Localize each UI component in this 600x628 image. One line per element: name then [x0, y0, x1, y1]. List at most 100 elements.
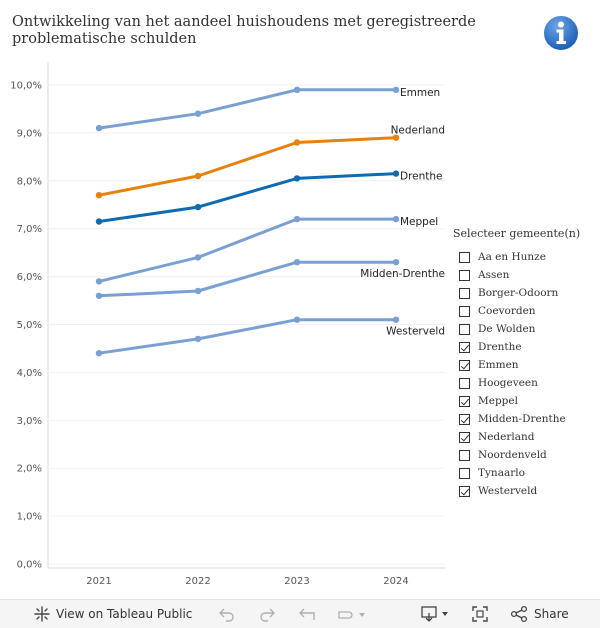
filter-checkbox[interactable] [459, 323, 470, 335]
series-line [97, 260, 398, 298]
info-icon[interactable] [542, 14, 580, 52]
filter-option[interactable]: De Wolden [453, 320, 593, 338]
filter-option[interactable]: Aa en Hunze [453, 248, 593, 266]
filter-option[interactable]: Westerveld [453, 482, 593, 500]
download-button[interactable] [420, 600, 450, 628]
series-end-label: Midden-Drenthe [360, 268, 445, 280]
series-line [97, 88, 398, 130]
series-line [97, 136, 398, 197]
filter-option-label: Assen [478, 269, 510, 281]
filter-option-label: Tynaarlo [478, 467, 525, 479]
y-tick-label: 4,0% [17, 368, 42, 379]
data-point [194, 203, 202, 211]
data-point [392, 215, 400, 223]
data-point [392, 170, 400, 177]
filter-option-label: Midden-Drenthe [478, 413, 566, 425]
series-end-label: Emmen [400, 87, 440, 99]
filter-option[interactable]: Assen [453, 266, 593, 284]
data-point [293, 86, 301, 94]
chart-title: Ontwikkeling van het aandeel huishoudens… [12, 14, 476, 47]
x-tick-label: 2022 [185, 576, 210, 587]
filter-checkbox[interactable] [459, 269, 470, 281]
data-point [293, 175, 301, 182]
data-point [95, 292, 103, 299]
data-point [194, 110, 202, 117]
data-point [392, 259, 400, 266]
data-point [95, 350, 103, 357]
filter-option[interactable]: Midden-Drenthe [453, 410, 593, 428]
view-on-tableau-label: View on Tableau Public [56, 607, 193, 621]
filter-option-label: Emmen [478, 359, 519, 371]
filter-checkbox[interactable] [459, 287, 470, 299]
redo-button[interactable] [258, 600, 276, 628]
share-button[interactable]: Share [510, 600, 569, 628]
data-point [293, 215, 301, 223]
line-chart: 0,0% 1,0% 2,0% 3,0% 4,0% 5,0% 6,0% 7,0% 8,0% 9,0%… [10, 62, 445, 587]
filter-option-label: Westerveld [478, 485, 538, 497]
filter-option-label: Meppel [478, 395, 518, 407]
filter-option[interactable]: Noordenveld [453, 446, 593, 464]
y-tick-label: 0,0% [17, 560, 42, 571]
fullscreen-button[interactable] [471, 600, 489, 628]
filter-checkbox[interactable] [459, 377, 470, 389]
filter-checkbox[interactable] [459, 341, 470, 353]
share-icon [510, 605, 528, 623]
undo-button[interactable] [218, 600, 236, 628]
filter-option[interactable]: Borger-Odoorn [453, 284, 593, 302]
filter-checkbox[interactable] [459, 413, 470, 425]
filter-checkbox[interactable] [459, 359, 470, 371]
data-point [293, 316, 301, 323]
x-tick-label: 2024 [383, 576, 408, 587]
filter-option-label: Borger-Odoorn [478, 287, 559, 299]
y-tick-label: 7,0% [17, 224, 42, 235]
series-end-label: Drenthe [400, 171, 443, 183]
filter-option[interactable]: Emmen [453, 356, 593, 374]
data-point [95, 192, 103, 199]
filter-checkbox[interactable] [459, 395, 470, 407]
filter-checkbox[interactable] [459, 467, 470, 479]
download-icon [421, 606, 448, 622]
revert-icon [299, 608, 315, 620]
data-point [194, 254, 202, 261]
filter-title: Selecteer gemeente(n) [453, 227, 581, 240]
series-end-label: Westerveld [386, 326, 445, 338]
filter-option[interactable]: Nederland [453, 428, 593, 446]
filter-option-label: Noordenveld [478, 449, 547, 461]
y-tick-label: 9,0% [17, 128, 42, 139]
data-point [95, 124, 103, 132]
filter-checkbox[interactable] [459, 305, 470, 317]
y-tick-label: 3,0% [17, 416, 42, 427]
data-point [293, 259, 301, 266]
view-on-tableau-button[interactable]: View on Tableau Public [34, 600, 192, 628]
refresh-button[interactable] [336, 600, 366, 628]
y-tick-label: 6,0% [17, 272, 42, 283]
tableau-logo-icon [34, 606, 50, 622]
filter-option[interactable]: Drenthe [453, 338, 593, 356]
revert-button[interactable] [298, 600, 316, 628]
municipality-filter: Selecteer gemeente(n) Aa en Hunze Assen Bo… [453, 227, 593, 500]
filter-option-label: Hoogeveen [478, 377, 538, 389]
fullscreen-icon [472, 606, 488, 622]
filter-checkbox[interactable] [459, 449, 470, 461]
filter-checkbox[interactable] [459, 431, 470, 443]
filter-checkbox[interactable] [459, 251, 470, 263]
filter-option[interactable]: Tynaarlo [453, 464, 593, 482]
y-tick-label: 1,0% [17, 512, 42, 523]
series-end-label: Meppel [400, 216, 438, 228]
filter-option[interactable]: Meppel [453, 392, 593, 410]
y-tick-label: 2,0% [17, 464, 42, 475]
filter-option[interactable]: Coevorden [453, 302, 593, 320]
data-point [194, 287, 202, 295]
data-point [194, 172, 202, 180]
filter-option-label: Nederland [478, 431, 535, 443]
filter-checkbox[interactable] [459, 485, 470, 497]
filter-option-label: De Wolden [478, 323, 536, 335]
series-line [97, 217, 398, 283]
y-tick-label: 5,0% [17, 320, 42, 331]
y-tick-label: 10,0% [10, 81, 42, 92]
x-tick-label: 2021 [86, 576, 111, 587]
filter-option[interactable]: Hoogeveen [453, 374, 593, 392]
filter-option-label: Coevorden [478, 305, 536, 317]
data-point [392, 134, 400, 141]
filter-option-label: Aa en Hunze [478, 251, 546, 263]
